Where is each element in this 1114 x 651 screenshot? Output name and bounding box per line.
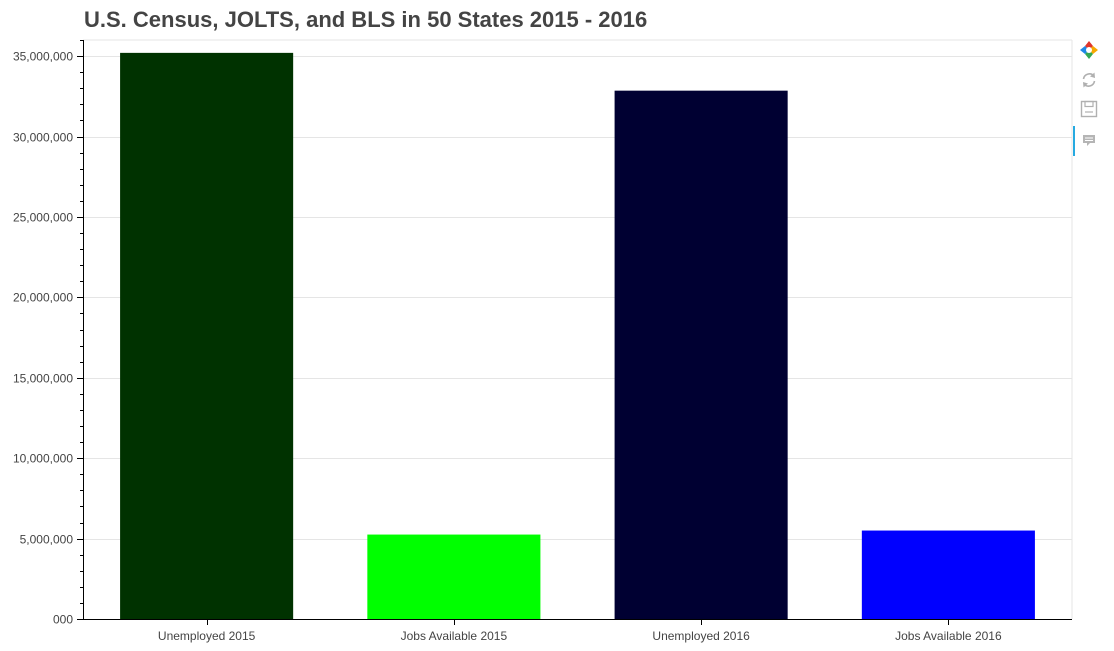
- x-tick-label: Jobs Available 2015: [401, 629, 508, 643]
- y-tick-label: 20,000,000: [13, 291, 73, 305]
- y-tick-label: 000: [53, 613, 73, 627]
- y-tick-label: 35,000,000: [13, 50, 73, 64]
- y-tick-label: 15,000,000: [13, 372, 73, 386]
- bar-unemployed-2015[interactable]: [120, 52, 294, 620]
- hover-icon[interactable]: [1078, 130, 1100, 152]
- x-axis-ticks: Unemployed 2015 Jobs Available 2015 Unempl…: [158, 619, 1002, 643]
- reset-icon[interactable]: [1078, 69, 1100, 91]
- y-tick-label: 25,000,000: [13, 211, 73, 225]
- x-tick-label: Jobs Available 2016: [895, 629, 1002, 643]
- bar-jobs-available-2016[interactable]: [861, 530, 1035, 619]
- x-tick-label: Unemployed 2015: [158, 629, 256, 643]
- bokeh-logo-icon[interactable]: [1078, 39, 1100, 61]
- plot-toolbar: [1073, 36, 1103, 158]
- y-axis-ticks: 000 5,000,000 10,000,000 15,000,000 20,000,0…: [13, 40, 83, 627]
- chart-title: U.S. Census, JOLTS, and BLS in 50 States…: [84, 7, 648, 32]
- active-tool-indicator: [1073, 126, 1075, 156]
- x-tick-label: Unemployed 2016: [652, 629, 750, 643]
- bars: [120, 52, 1035, 620]
- axes: [83, 40, 1072, 620]
- y-tick-label: 10,000,000: [13, 452, 73, 466]
- save-icon[interactable]: [1078, 98, 1100, 120]
- bar-unemployed-2016[interactable]: [614, 90, 788, 620]
- y-tick-label: 30,000,000: [13, 131, 73, 145]
- y-tick-label: 5,000,000: [20, 533, 74, 547]
- bar-jobs-available-2015[interactable]: [367, 534, 541, 619]
